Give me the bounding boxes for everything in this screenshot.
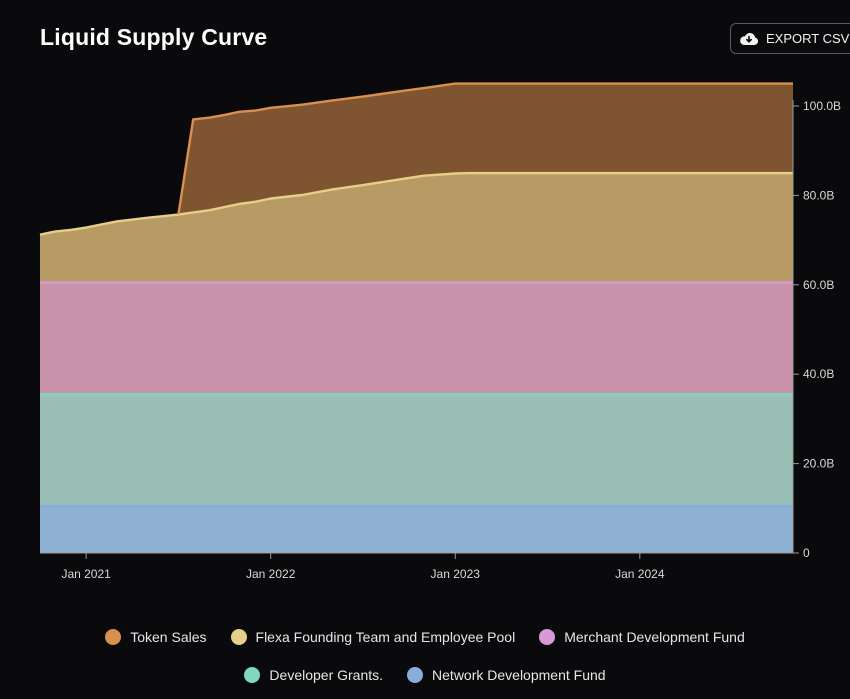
area-network-development-fund [40,506,793,553]
legend-row-1: Token Sales Flexa Founding Team and Empl… [0,629,850,645]
legend-label: Token Sales [130,629,207,645]
legend-label: Network Development Fund [432,667,606,683]
area-flexa-founding-team-and-employee-pool [40,173,793,283]
export-csv-label: EXPORT CSV [766,31,850,46]
y-tick-label: 20.0B [803,457,834,471]
line-token-sales [177,82,793,215]
page-title: Liquid Supply Curve [40,24,268,50]
area-token-sales [40,83,793,235]
legend-item-founding-team[interactable]: Flexa Founding Team and Employee Pool [230,629,516,645]
legend-item-network-fund[interactable]: Network Development Fund [407,667,606,683]
chart-areas [40,83,793,553]
y-tick-label: 60.0B [803,278,834,292]
chart-lines [39,82,793,508]
x-tick-label: Jan 2022 [246,567,296,581]
legend-dot [539,629,556,645]
legend-dot [105,629,122,645]
legend-dot [230,629,247,645]
legend-item-developer-grants[interactable]: Developer Grants. [244,667,383,683]
area-merchant-development-fund [40,282,793,395]
line-flexa-founding-team-and-employee-pool [39,171,793,236]
legend-row-2: Developer Grants. Network Development Fu… [0,667,850,683]
x-tick-label: Jan 2023 [431,567,481,581]
cloud-download-icon [739,31,759,46]
legend-dot [244,667,261,683]
legend-label: Flexa Founding Team and Employee Pool [255,629,516,645]
legend-dot [407,667,424,683]
area-developer-grants [40,394,793,507]
legend-label: Developer Grants. [269,667,384,683]
chart-axes: 0 20.0B 40.0B 60.0B 80.0B 100.0B Jan 2021 Jan 2… [40,99,841,581]
legend-item-merchant-fund[interactable]: Merchant Development Fund [539,629,745,645]
legend-item-token-sales[interactable]: Token Sales [105,629,207,645]
x-tick-label: Jan 2024 [615,567,665,581]
export-csv-button[interactable]: EXPORT CSV [730,23,850,54]
y-tick-label: 40.0B [803,367,834,381]
y-tick-label: 80.0B [803,188,834,202]
x-tick-label: Jan 2021 [61,567,111,581]
supply-chart: 0 20.0B 40.0B 60.0B 80.0B 100.0B Jan 2021 Jan 2… [39,82,841,581]
y-tick-label: 100.0B [803,99,841,113]
y-tick-label: 0 [803,546,810,560]
legend-label: Merchant Development Fund [564,629,745,645]
